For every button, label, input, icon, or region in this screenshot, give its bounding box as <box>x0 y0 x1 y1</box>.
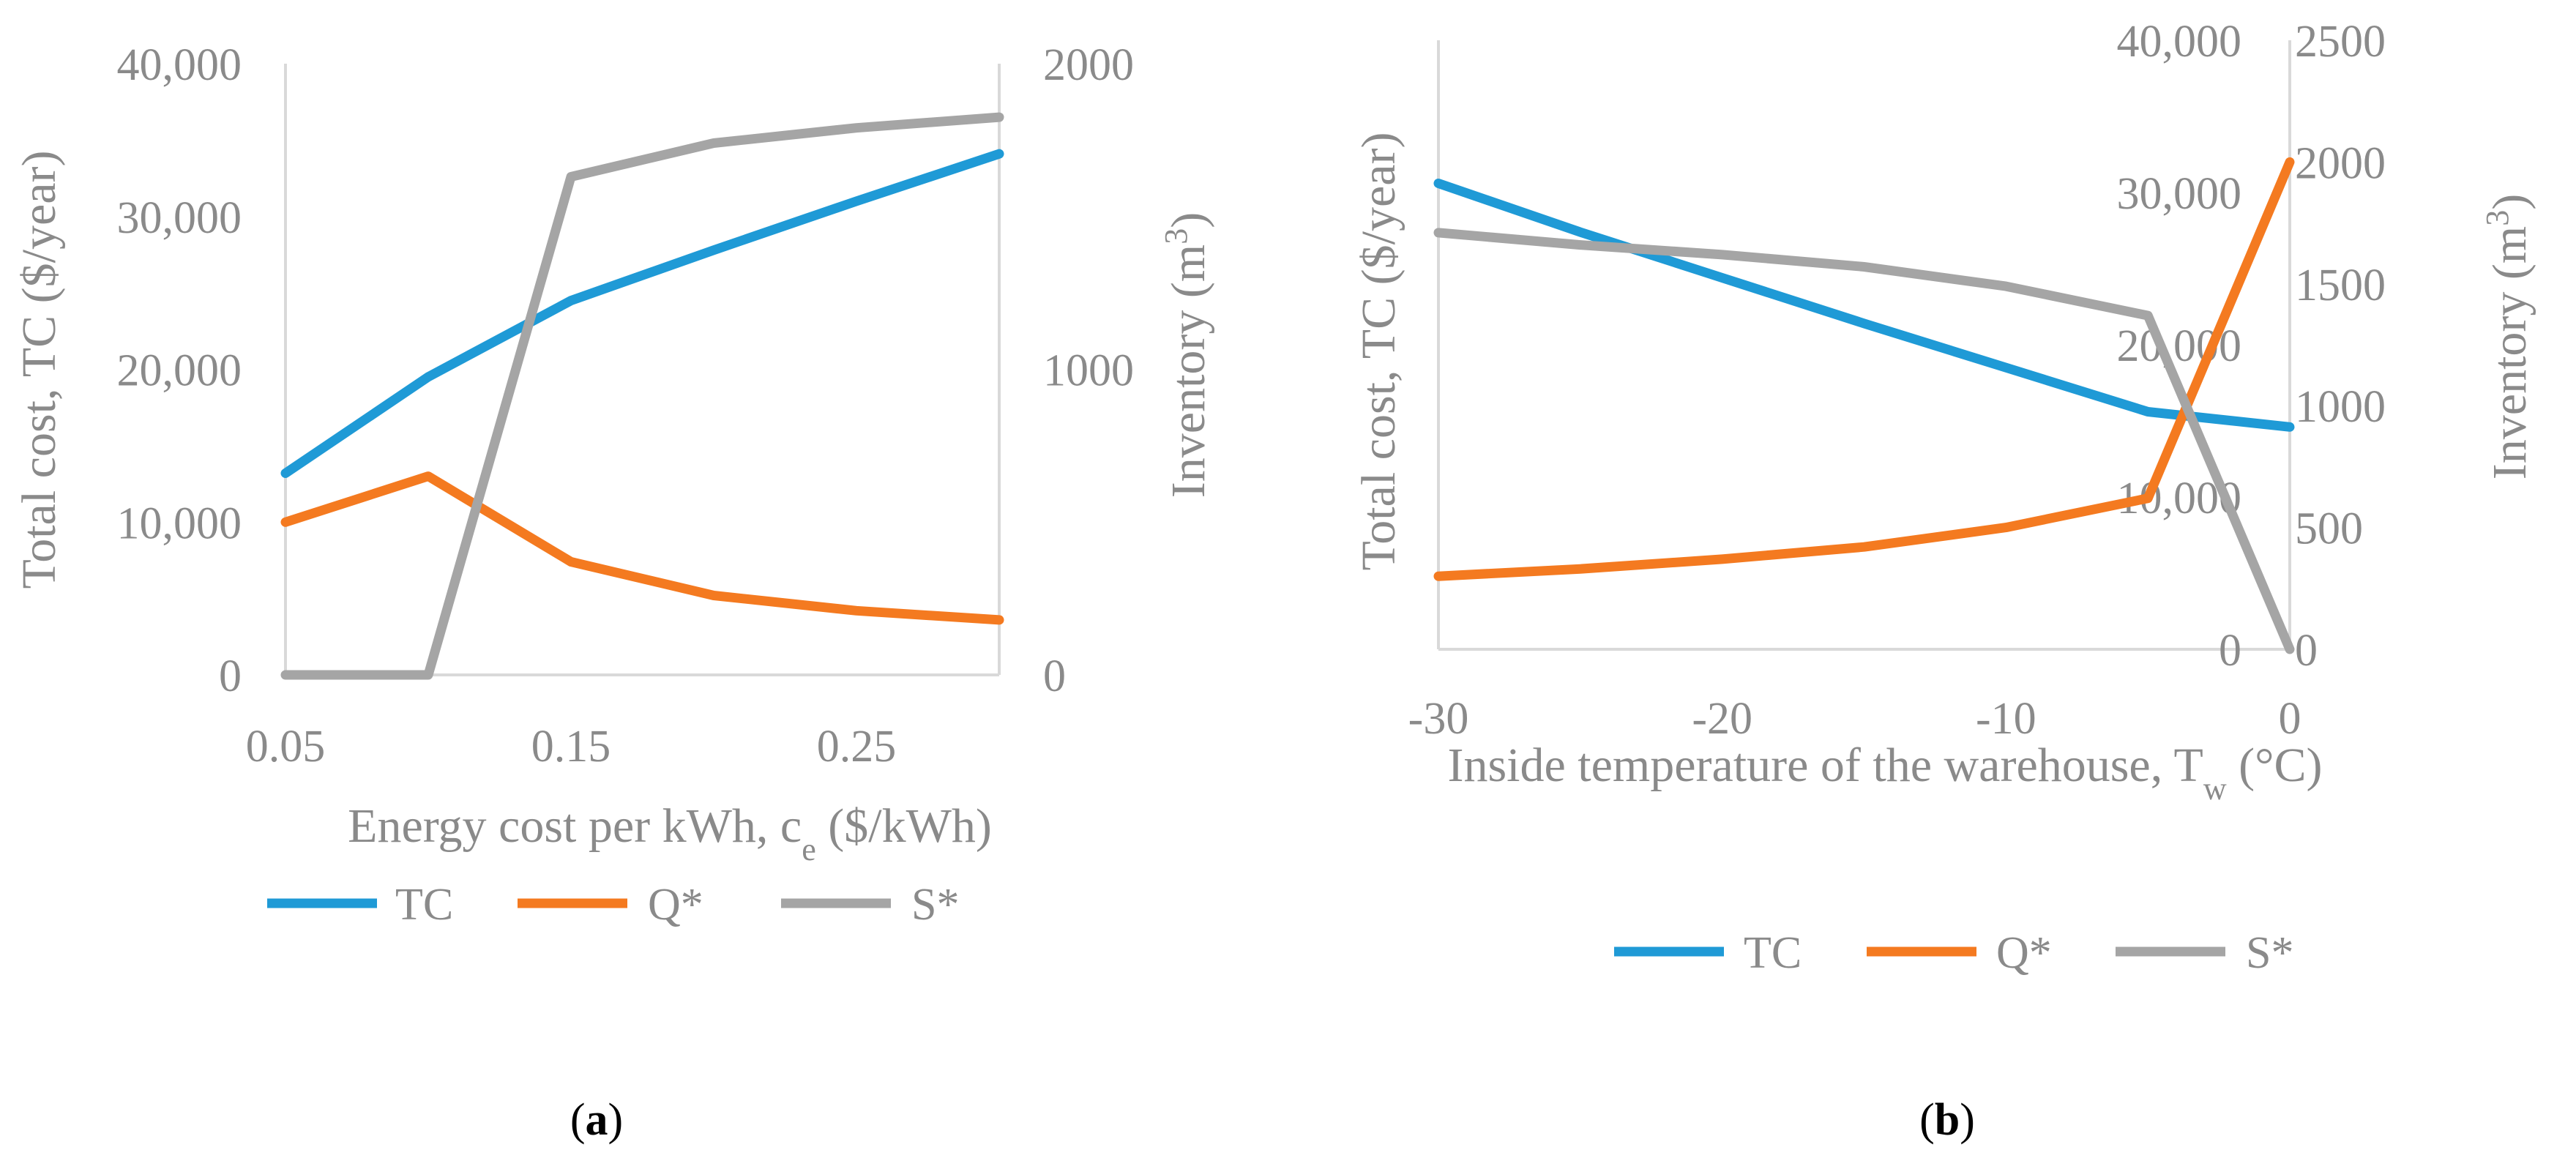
legend-label: TC <box>1744 928 1802 978</box>
legend-label: S* <box>2246 928 2293 978</box>
x-tick-label: -30 <box>1408 694 1469 744</box>
series-line-qstar <box>280 471 1004 625</box>
panel-label-letter: b <box>1935 1095 1960 1145</box>
series-line-sstar <box>280 112 1004 680</box>
y2-tick-label: 500 <box>2295 504 2363 554</box>
x-tick-label: -10 <box>1976 694 2036 744</box>
y-tick-label: 10,000 <box>117 498 242 548</box>
panel-label-letter: a <box>586 1095 608 1145</box>
x-axis-title-rest: (°C) <box>2227 739 2323 792</box>
y-axis-title: Total cost, TC ($/year) <box>1352 132 1405 571</box>
y2-axis-title-main: Inventory (m <box>1162 244 1215 498</box>
x-tick-label: 0 <box>2279 694 2301 744</box>
x-axis-title-main: Inside temperature of the warehouse, T <box>1447 739 2203 792</box>
series-line-qstar <box>1433 157 2295 581</box>
y-tick-label: 30,000 <box>117 193 242 243</box>
y2-axis-title: Inventory (m3) <box>1158 212 1216 498</box>
chart-panel-a: 0 10,000 20,000 30,000 40,000 0 1000 2000 0.05 0.… <box>12 40 1215 1145</box>
y2-tick-label: 0 <box>1043 651 1066 701</box>
legend-label: S* <box>911 880 959 930</box>
y2-tick-label: 1000 <box>1043 346 1134 396</box>
series-line-sstar <box>1433 228 2295 654</box>
y2-axis-title-close: ) <box>1162 212 1215 228</box>
y2-tick-label: 2500 <box>2295 17 2386 67</box>
panel-label: (b) <box>1919 1095 1975 1145</box>
y2-axis-title-main: Inventory (m <box>2483 226 2536 479</box>
series-line-tc <box>1433 179 2295 432</box>
x-axis-title-sub: e <box>802 832 816 867</box>
y2-axis-title-sup: 3 <box>2479 210 2515 226</box>
legend-label: Q* <box>1996 928 2052 978</box>
x-tick-label: -20 <box>1692 694 1752 744</box>
y-tick-label: 40,000 <box>2117 17 2242 67</box>
chart-panel-b: 010,00020,00030,00040,000050010001500200… <box>1352 17 2536 1145</box>
x-tick-label: 0.25 <box>817 722 897 772</box>
panel-label-open: ( <box>1919 1095 1935 1145</box>
y2-tick-label: 1500 <box>2295 261 2386 310</box>
panel-label-open: ( <box>570 1095 586 1145</box>
x-axis-title: Inside temperature of the warehouse, Tw … <box>1447 739 2322 807</box>
y2-axis-title-sup: 3 <box>1158 228 1194 244</box>
y-tick-label: 0 <box>2219 626 2241 676</box>
x-axis-title: Energy cost per kWh, ce ($/kWh) <box>348 799 992 867</box>
y2-axis-title-close: ) <box>2483 194 2536 210</box>
panel-label-close: ) <box>1960 1095 1975 1145</box>
y-axis-title: Total cost, TC ($/year) <box>12 151 66 589</box>
x-tick-label: 0.05 <box>246 722 326 772</box>
x-tick-label: 0.15 <box>531 722 611 772</box>
y-tick-label: 20,000 <box>117 346 242 396</box>
y2-tick-label: 2000 <box>2295 138 2386 188</box>
y2-tick-label: 1000 <box>2295 382 2386 432</box>
y2-tick-label: 2000 <box>1043 40 1134 90</box>
series-line-tc <box>280 149 1004 478</box>
y2-axis-title: Inventory (m3) <box>2479 194 2537 479</box>
x-axis-title-main: Energy cost per kWh, c <box>348 799 802 853</box>
panel-label: (a) <box>570 1095 623 1145</box>
y-tick-label: 0 <box>219 651 242 701</box>
x-axis-title-sub: w <box>2203 771 2227 807</box>
y2-tick-label: 0 <box>2295 626 2318 676</box>
legend-label: Q* <box>648 880 703 930</box>
y-tick-label: 30,000 <box>2117 169 2242 219</box>
legend-label: TC <box>395 880 453 930</box>
panel-label-close: ) <box>608 1095 624 1145</box>
x-axis-title-rest: ($/kWh) <box>816 799 992 853</box>
y-tick-label: 40,000 <box>117 40 242 90</box>
